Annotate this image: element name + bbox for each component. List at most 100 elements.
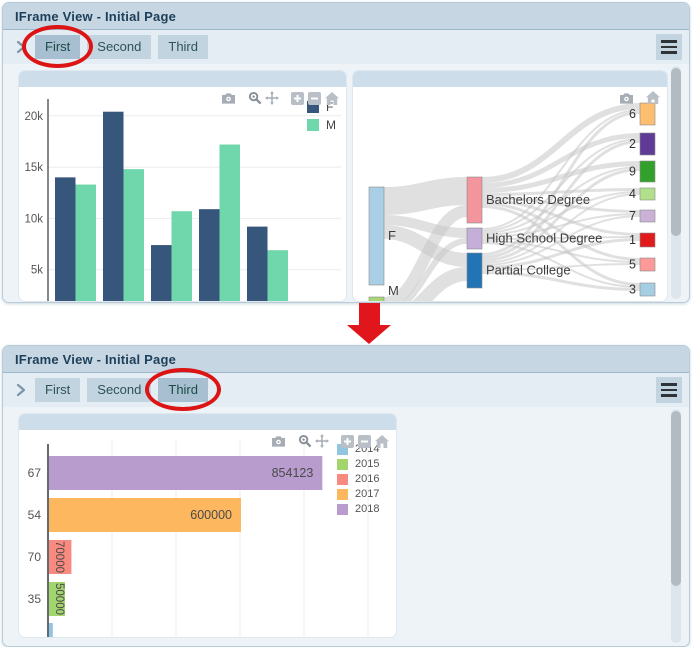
- sankey-link[interactable]: [481, 109, 641, 230]
- modebar-pan-icon[interactable]: [263, 91, 280, 105]
- sankey-node-high-school-degree[interactable]: [466, 227, 483, 250]
- sankey-node-4[interactable]: [639, 187, 656, 201]
- sankey-node-f[interactable]: [368, 186, 385, 286]
- hbar-2014[interactable]: [49, 623, 53, 637]
- sankey-link[interactable]: [383, 177, 468, 215]
- hamburger-icon[interactable]: [656, 34, 682, 60]
- chevron-right-icon[interactable]: [15, 40, 27, 54]
- sankey-link[interactable]: [481, 133, 641, 188]
- sankey-node-m[interactable]: [368, 296, 385, 301]
- sankey-link[interactable]: [481, 213, 641, 238]
- modebar-home-icon[interactable]: [644, 91, 661, 104]
- hbar-2017[interactable]: [49, 498, 241, 532]
- tab-label: Third: [168, 382, 198, 397]
- legend-item-2018[interactable]: 2018: [337, 503, 379, 515]
- bar-f-4[interactable]: [247, 226, 268, 301]
- sankey-node-9[interactable]: [639, 160, 656, 183]
- bar-f-0[interactable]: [55, 177, 76, 301]
- tab-third[interactable]: Third: [145, 368, 221, 411]
- sankey-link[interactable]: [481, 199, 641, 236]
- modebar-zoom-out-icon[interactable]: [306, 91, 323, 105]
- bar-m-1[interactable]: [123, 169, 145, 301]
- bar-f-1[interactable]: [103, 111, 124, 301]
- modebar-home-icon[interactable]: [373, 434, 390, 448]
- tab-first[interactable]: First: [35, 378, 81, 402]
- modebar-zoom-icon[interactable]: [246, 91, 263, 105]
- sankey-node-label: 1: [629, 233, 636, 247]
- hbar-2016[interactable]: [49, 540, 72, 574]
- scrollbar-thumb[interactable]: [671, 411, 681, 586]
- modebar-zoom-icon[interactable]: [296, 434, 313, 448]
- bar-f-2[interactable]: [151, 245, 172, 301]
- sankey-link[interactable]: [481, 242, 641, 288]
- sankey-link[interactable]: [481, 196, 641, 213]
- tab-second[interactable]: Second: [87, 35, 152, 59]
- tab-label: Second: [97, 39, 142, 54]
- bar-m-4[interactable]: [267, 250, 289, 301]
- vertical-scrollbar: [671, 409, 681, 643]
- modebar-camera-icon[interactable]: [270, 435, 287, 447]
- sankey-link[interactable]: [481, 193, 641, 264]
- bar-m-2[interactable]: [171, 211, 193, 301]
- hamburger-icon[interactable]: [656, 377, 682, 403]
- sankey-node-3[interactable]: [639, 282, 656, 297]
- sankey-node-7[interactable]: [639, 209, 656, 223]
- sankey-link[interactable]: [481, 161, 641, 193]
- modebar-zoom-out-icon[interactable]: [356, 434, 373, 448]
- modebar-zoom-in-icon[interactable]: [289, 91, 306, 105]
- chevron-right-icon[interactable]: [15, 383, 27, 397]
- sankey-diagram[interactable]: F M Bachelors Degree High School Degree Part…: [353, 87, 667, 301]
- legend-swatch-m[interactable]: [307, 119, 319, 131]
- sankey-link[interactable]: [481, 140, 641, 259]
- sankey-link[interactable]: [383, 215, 468, 238]
- horizontal-bar-chart[interactable]: 67 854123 54 600000 70 70000 35 50000: [19, 430, 396, 637]
- modebar-camera-icon[interactable]: [618, 92, 635, 104]
- hbar-2015[interactable]: [49, 582, 65, 616]
- dashboard-content: 5k 10k 15k 20k F M F M Bachelors Degree High Sch…: [3, 64, 689, 302]
- bar-m-0[interactable]: [75, 184, 97, 301]
- sankey-node-2[interactable]: [639, 132, 656, 156]
- y-tick-label: 35: [28, 592, 42, 606]
- sankey-link[interactable]: [481, 111, 641, 256]
- bar-value-label: 854123: [272, 466, 314, 480]
- modebar-home-icon[interactable]: [323, 91, 340, 105]
- sankey-link[interactable]: [481, 202, 641, 261]
- chart-legend[interactable]: 2014 2015 2016 2017 2018: [337, 443, 379, 515]
- sankey-link[interactable]: [481, 215, 641, 266]
- sankey-node-5[interactable]: [639, 257, 656, 272]
- tab-first[interactable]: First: [22, 25, 94, 68]
- legend-item-2015[interactable]: 2015: [337, 458, 379, 470]
- hbar-2018[interactable]: [49, 456, 323, 490]
- sankey-link[interactable]: [481, 168, 641, 262]
- bar-m-3[interactable]: [219, 144, 241, 301]
- sankey-link[interactable]: [481, 236, 641, 240]
- tab-second[interactable]: Second: [87, 378, 152, 402]
- sankey-link[interactable]: [481, 263, 641, 271]
- sankey-link[interactable]: [384, 267, 468, 301]
- grouped-bar-chart[interactable]: 5k 10k 15k 20k FM: [19, 87, 346, 301]
- sankey-link[interactable]: [481, 240, 641, 263]
- sankey-node-6[interactable]: [639, 102, 656, 126]
- bar-value-label: 600000: [190, 508, 232, 522]
- sankey-link[interactable]: [481, 188, 641, 196]
- sankey-node-bachelors-degree[interactable]: [466, 176, 483, 224]
- legend-item-2017[interactable]: 2017: [337, 488, 379, 500]
- sankey-node-label: 4: [629, 187, 636, 201]
- sankey-node-partial-college[interactable]: [466, 252, 483, 289]
- sankey-node-1[interactable]: [639, 232, 656, 248]
- modebar-zoom-in-icon[interactable]: [339, 434, 356, 448]
- sankey-link[interactable]: [382, 205, 469, 301]
- sankey-node-label: F: [388, 228, 396, 243]
- sankey-link[interactable]: [481, 205, 641, 286]
- sankey-link[interactable]: [481, 103, 641, 183]
- sankey-link[interactable]: [481, 271, 641, 291]
- bar-f-3[interactable]: [199, 209, 220, 301]
- legend-label: 2017: [355, 488, 380, 500]
- legend-item-2016[interactable]: 2016: [337, 473, 379, 485]
- scrollbar-thumb[interactable]: [671, 68, 681, 236]
- sankey-link[interactable]: [481, 238, 641, 269]
- modebar-pan-icon[interactable]: [313, 434, 330, 448]
- tab-third[interactable]: Third: [158, 35, 208, 59]
- sankey-link[interactable]: [384, 238, 468, 301]
- modebar-camera-icon[interactable]: [220, 92, 237, 104]
